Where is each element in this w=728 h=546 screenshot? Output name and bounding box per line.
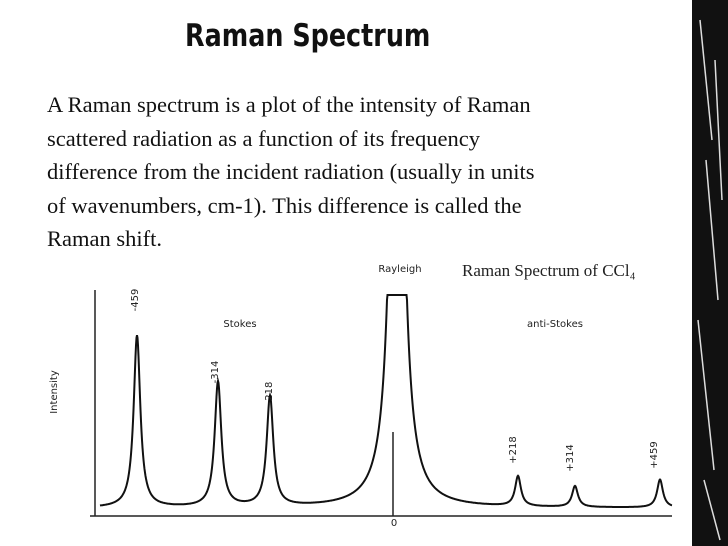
- peak-label: -218: [264, 382, 275, 405]
- text-line: Raman shift.: [47, 226, 162, 251]
- text-line: of wavenumbers, cm-1). This difference i…: [47, 192, 522, 218]
- slide-title: Raman Spectrum: [185, 18, 431, 54]
- paragraph: A Raman spectrum is a plot of the intens…: [47, 88, 535, 256]
- anti-stokes-label: anti-Stokes: [527, 319, 583, 330]
- spectrum-curve: [99, 294, 673, 508]
- border-decoration: [692, 0, 728, 546]
- peak-label: -459: [130, 289, 141, 312]
- peak-label: -314: [210, 361, 221, 384]
- figure-caption: Raman Spectrum of CCl₄: [462, 261, 636, 280]
- y-axis-label: Intensity: [49, 370, 60, 414]
- text-line: difference from the incident radiation (…: [47, 159, 535, 184]
- origin-label: 0: [391, 518, 397, 529]
- peak-label: +314: [565, 444, 576, 471]
- stokes-label: Stokes: [223, 319, 256, 330]
- text-line: scattered radiation as a function of its…: [47, 125, 480, 151]
- peak-label: +459: [649, 441, 660, 468]
- peak-label: +218: [508, 436, 519, 463]
- border-streaks: [697, 19, 723, 541]
- text-line: A Raman spectrum is a plot of the intens…: [47, 92, 531, 117]
- rayleigh-label: Rayleigh: [378, 264, 421, 275]
